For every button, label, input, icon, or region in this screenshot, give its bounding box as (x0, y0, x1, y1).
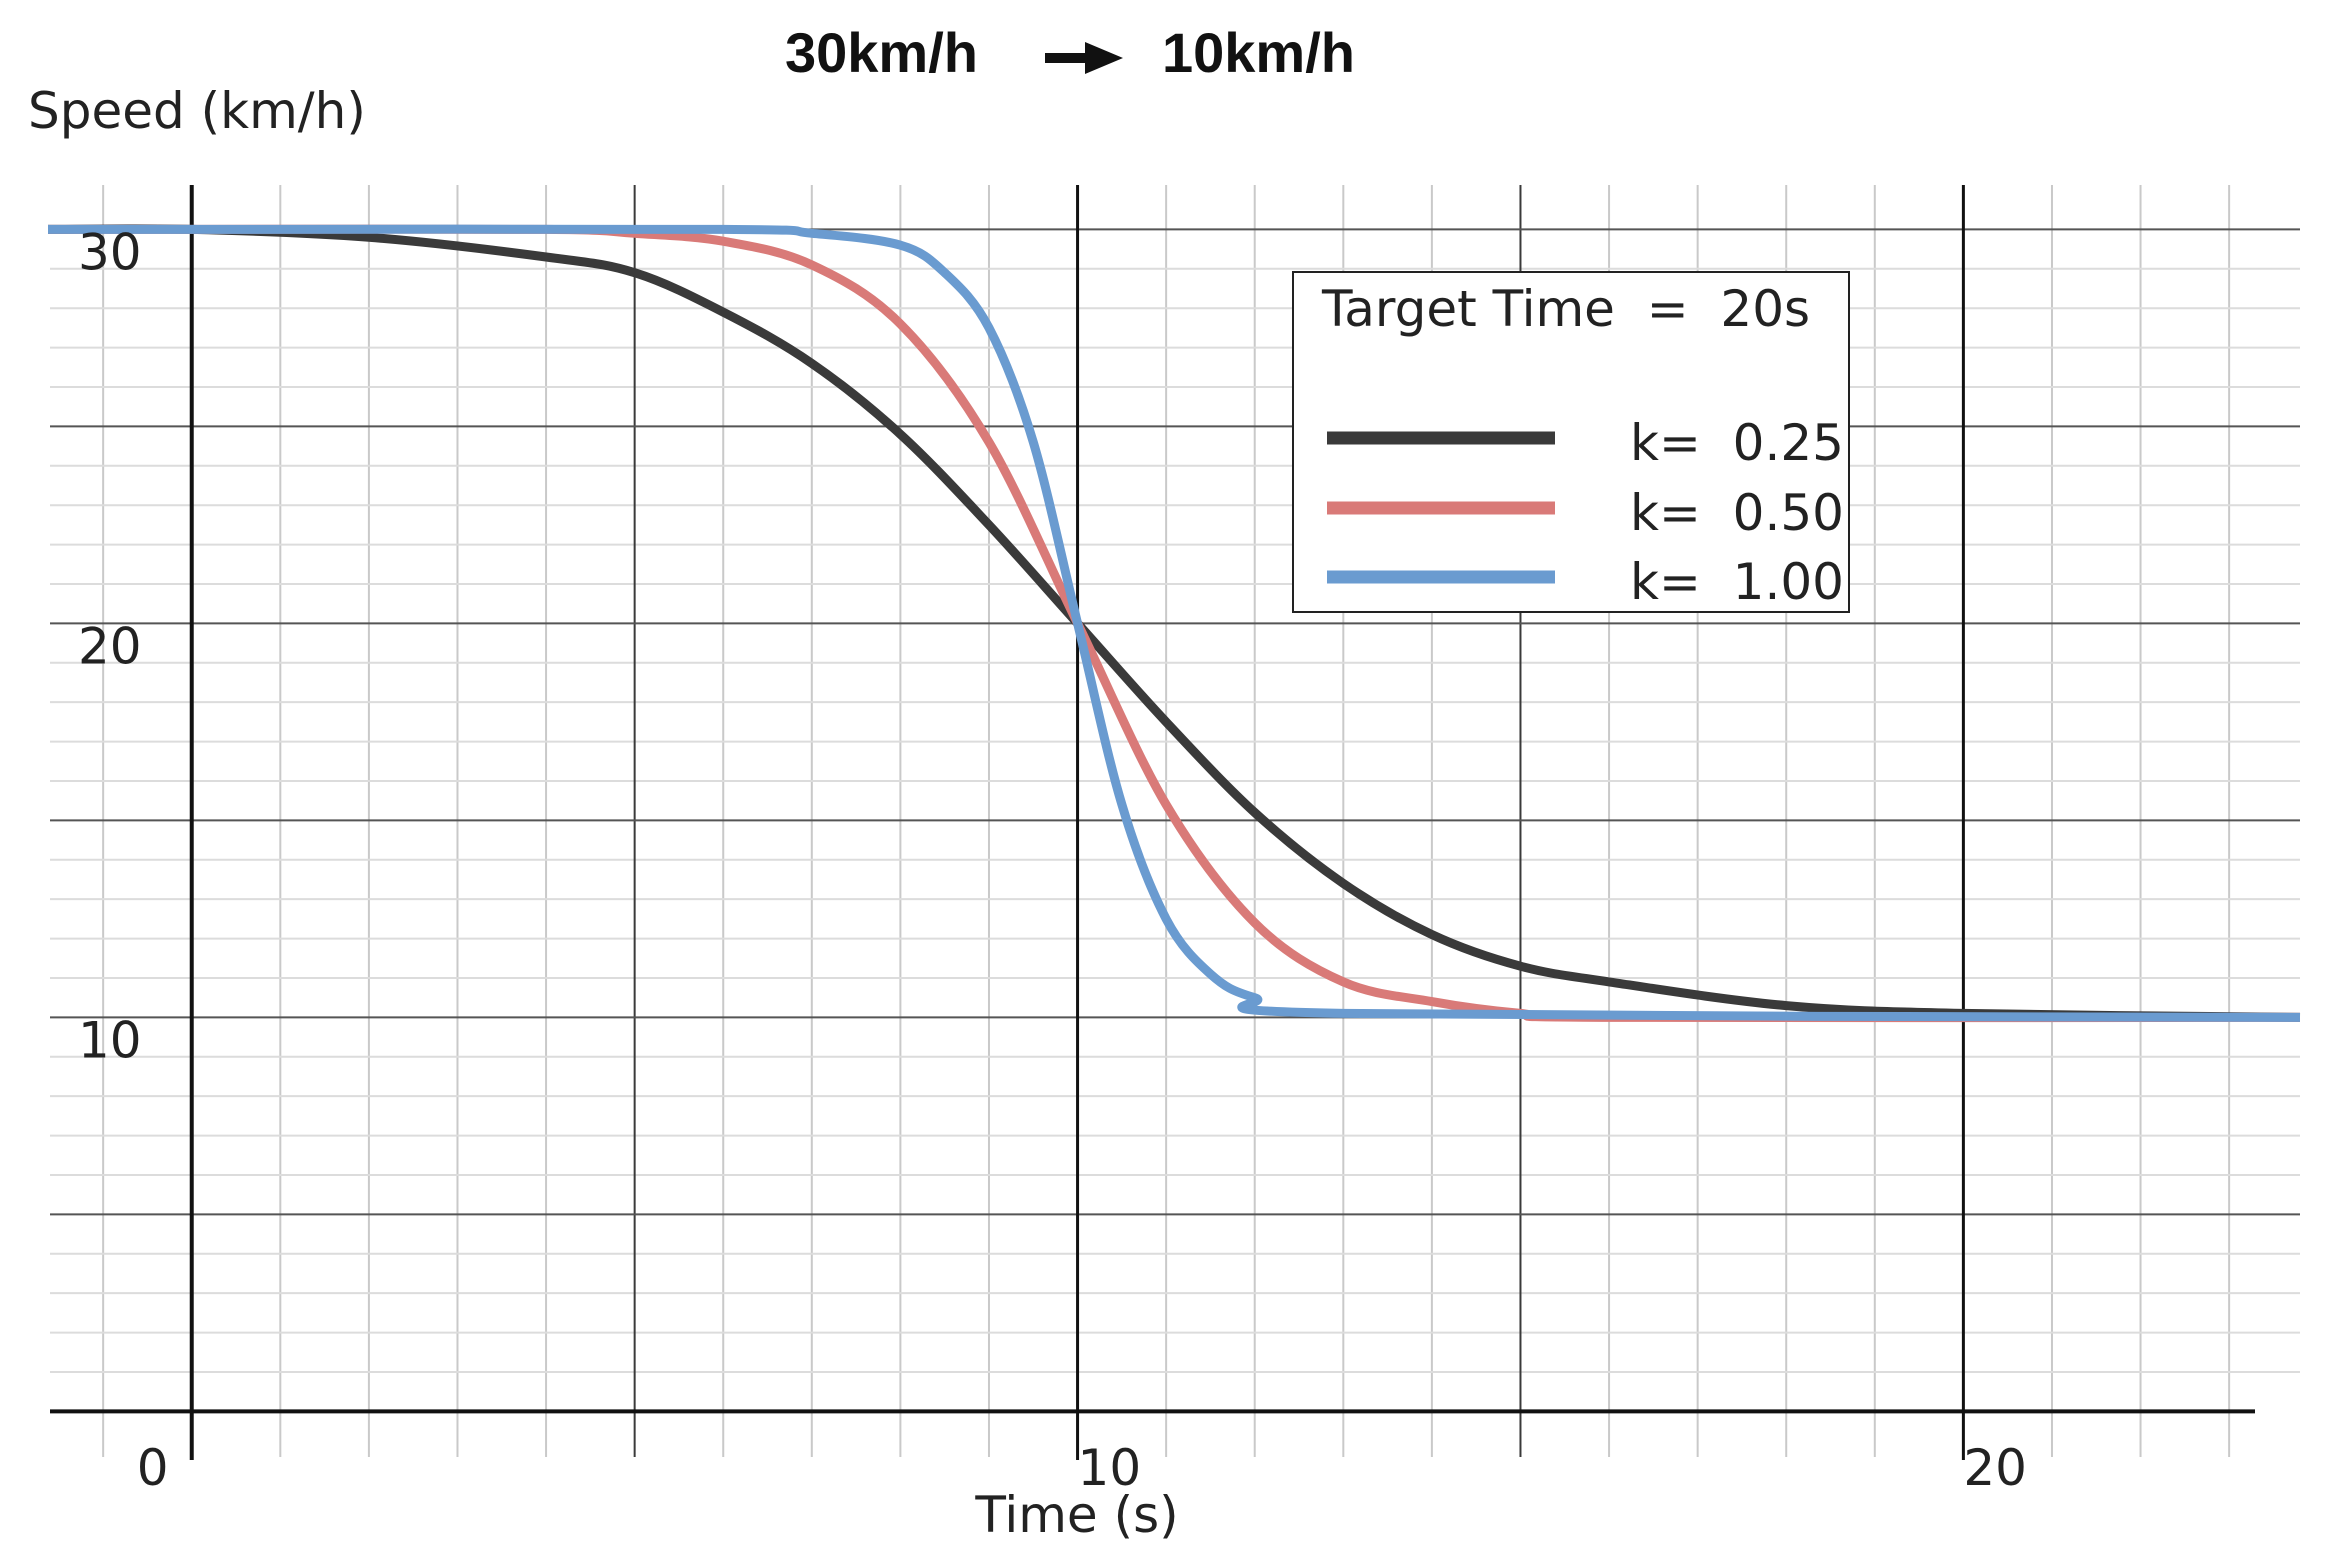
series-layer (47, 224, 2301, 1023)
arrow-icon (1045, 42, 1123, 74)
y-tick-label: 10 (78, 1011, 142, 1069)
y-axis-label: Speed (km/h) (28, 82, 366, 140)
x-axis-label: Time (s) (974, 1486, 1178, 1544)
series-line-k100 (48, 224, 2301, 1022)
legend-title: Target Time = 20s (1321, 280, 1810, 338)
tick-labels: 0 10 20 10 20 30 (78, 223, 2027, 1497)
legend: Target Time = 20s k= 0.25 k= 0.50 k= 1.0… (1292, 271, 1850, 613)
x-tick-label: 20 (1963, 1439, 2027, 1497)
legend-label-k050: k= 0.50 (1630, 484, 1844, 542)
y-tick-label: 20 (78, 617, 142, 675)
axes (50, 185, 2255, 1460)
title-right: 10km/h (1162, 21, 1355, 84)
x-tick-label: 10 (1078, 1439, 1142, 1497)
legend-label-k100: k= 1.00 (1630, 553, 1844, 611)
title-left: 30km/h (785, 21, 978, 84)
x-tick-label: 0 (137, 1439, 169, 1497)
series-line-k025 (47, 224, 2301, 1022)
y-tick-label: 30 (78, 223, 142, 281)
legend-label-k025: k= 0.25 (1630, 414, 1844, 472)
